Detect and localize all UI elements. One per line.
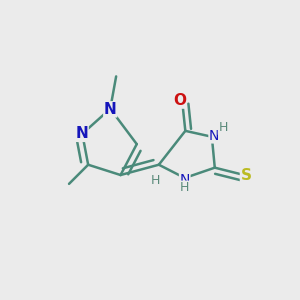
Text: N: N [75, 126, 88, 141]
Text: H: H [150, 174, 160, 188]
Text: N: N [209, 129, 219, 143]
Text: N: N [180, 173, 190, 187]
Text: S: S [241, 168, 251, 183]
Text: N: N [104, 102, 117, 117]
Text: H: H [218, 122, 228, 134]
Text: H: H [180, 181, 189, 194]
Text: O: O [173, 93, 186, 108]
